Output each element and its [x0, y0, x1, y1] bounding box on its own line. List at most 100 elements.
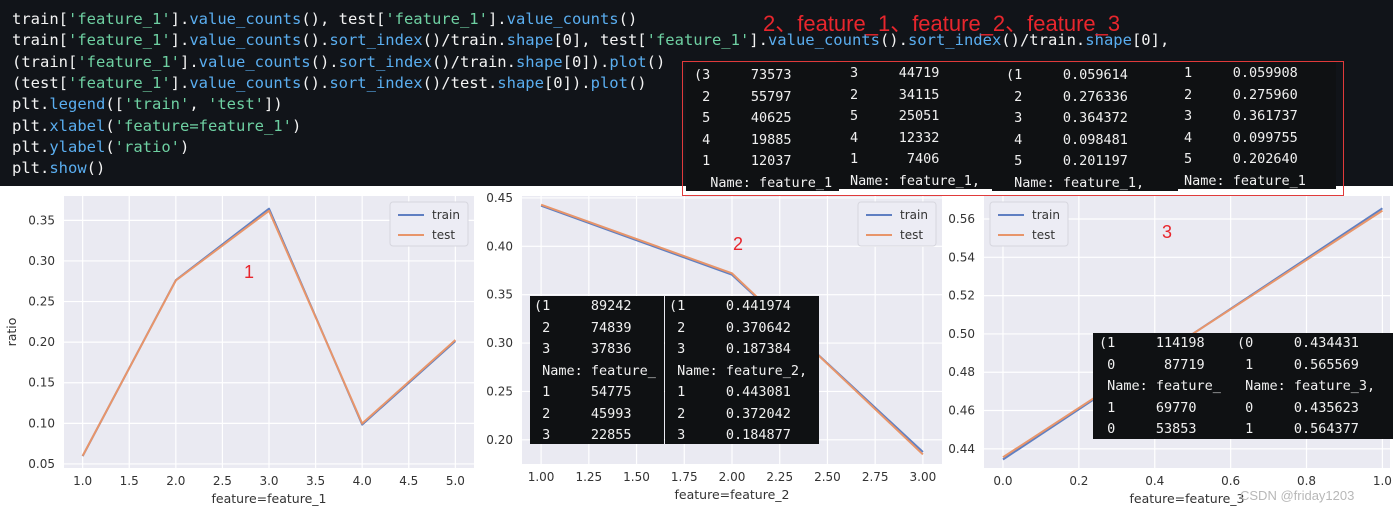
code-token: (): [86, 159, 106, 178]
legend-label: test: [900, 228, 923, 242]
output-line: 5 0.202640: [1184, 151, 1298, 167]
legend-label: test: [432, 228, 455, 242]
code-token: sort_index: [329, 73, 423, 92]
code-token: ): [180, 137, 190, 156]
code-token: value_counts: [189, 31, 302, 50]
code-token: plt.: [12, 116, 50, 135]
code-token: ()/test.: [422, 73, 498, 92]
code-token: train[: [12, 31, 68, 50]
output-f2-counts: (1 89242 2 74839 3 37836 Name: feature_ …: [530, 296, 664, 444]
code-line: plt.ylabel('ratio'): [12, 137, 189, 158]
output-line: Name: feature_: [1099, 378, 1221, 394]
legend-label: test: [1032, 228, 1055, 242]
code-line: plt.xlabel('feature=feature_1'): [12, 116, 301, 137]
code-token: value_counts: [189, 73, 302, 92]
output-line: 3 0.187384: [669, 341, 791, 357]
x-tick-label: 0.2: [1069, 474, 1088, 488]
x-axis-label: feature=feature_3: [1130, 491, 1245, 506]
y-tick-label: 0.30: [486, 336, 513, 350]
y-tick-label: 0.25: [486, 384, 513, 398]
x-tick-label: 2.75: [862, 470, 889, 484]
code-token: 'feature_1': [68, 73, 171, 92]
code-token: [0]).: [543, 73, 591, 92]
y-axis-label: ratio: [4, 318, 19, 347]
code-line: (test['feature_1'].value_counts().sort_i…: [12, 73, 647, 94]
annotation-red-box: [682, 61, 1344, 196]
y-tick-label: 0.05: [28, 457, 55, 471]
code-token: sort_index: [907, 31, 1002, 50]
output-line: Name: feature_1,: [850, 172, 981, 189]
code-token: ].: [749, 31, 768, 50]
output-line: 2 34115: [850, 86, 940, 103]
code-token: 'test': [208, 95, 264, 114]
chart-number-3: 3: [1162, 222, 1173, 242]
code-token: ]): [264, 95, 283, 114]
output-line: Name: feature_2,: [669, 362, 808, 379]
code-token: [0], test[: [553, 31, 647, 50]
code-token: ()/train.: [1001, 31, 1086, 50]
x-tick-label: 0.6: [1221, 474, 1240, 488]
output-line: 2 55797: [694, 88, 792, 105]
x-tick-label: 4.5: [399, 474, 418, 488]
code-token: ()/train.: [422, 31, 507, 50]
code-line: plt.show(): [12, 158, 105, 179]
output-f1-test-ratio: 1 0.059908 2 0.275960 3 0.361737 4 0.099755…: [1170, 61, 1336, 189]
code-token: sort_index: [338, 52, 432, 71]
y-tick-label: 0.30: [28, 254, 55, 268]
code-token: ().: [310, 52, 339, 71]
credit-watermark: CSDN @friday1203: [1240, 488, 1355, 503]
x-tick-label: 2.00: [719, 470, 746, 484]
code-token: ([: [105, 95, 124, 114]
code-token: value_counts: [189, 10, 302, 28]
code-token: ().: [301, 31, 330, 50]
x-tick-label: 4.0: [353, 474, 372, 488]
x-tick-label: 3.00: [910, 470, 937, 484]
code-token: ylabel: [49, 137, 106, 156]
code-token: plt.: [12, 95, 50, 114]
output-line: 4 0.099755: [1184, 129, 1298, 146]
output-line: 0 53853: [1099, 421, 1197, 437]
output-line: 3 37836: [534, 341, 632, 357]
code-token: (: [105, 116, 115, 135]
output-line: 2 45993: [534, 405, 632, 422]
x-tick-label: 1.0: [73, 474, 92, 488]
code-token: 'feature_1': [77, 52, 180, 71]
code-token: 'feature_1': [646, 31, 750, 50]
x-tick-label: 0.0: [993, 474, 1012, 488]
output-line: 5 25051: [850, 108, 940, 124]
code-token: ].: [179, 52, 199, 71]
x-tick-label: 2.50: [814, 470, 841, 484]
output-line: 3 0.184877: [669, 427, 791, 443]
x-tick-label: 3.5: [306, 474, 325, 488]
x-tick-label: 3.0: [259, 474, 278, 488]
code-token: ,: [189, 95, 208, 114]
legend-label: train: [900, 208, 928, 222]
output-line: 4 0.098481: [1006, 131, 1128, 148]
output-line: 5 0.201197: [1006, 153, 1128, 169]
code-token: shape: [506, 31, 554, 50]
code-token: (): [646, 52, 666, 71]
output-line: (0 0.434431: [1237, 335, 1359, 351]
x-tick-label: 1.0: [1373, 474, 1392, 488]
output-line: 3 22855: [534, 427, 632, 443]
annotation-title: 2、feature_1、feature_2、feature_3: [763, 11, 1121, 36]
code-line: train['feature_1'].value_counts(), test[…: [12, 9, 637, 30]
code-line: (train['feature_1'].value_counts().sort_…: [12, 52, 665, 73]
output-line: 1 7406: [850, 151, 940, 167]
output-line: 5 40625: [694, 110, 792, 126]
code-token: shape: [1085, 31, 1132, 50]
output-f2-ratio: (1 0.441974 2 0.370642 3 0.187384 Name: …: [665, 296, 819, 444]
chart-number-1: 1: [244, 262, 255, 282]
x-tick-label: 1.25: [575, 470, 602, 484]
output-f3-ratio: (0 0.434431 1 0.565569 Name: feature_3, …: [1233, 333, 1393, 439]
output-line: 4 12332: [850, 129, 940, 146]
output-line: 1 0.059908: [1184, 65, 1298, 81]
output-f1-test-counts: 3 44719 2 34115 5 25051 4 12332 1 7406 Name: …: [836, 61, 998, 189]
y-tick-label: 0.46: [948, 404, 975, 418]
code-token: (), test[: [301, 10, 386, 28]
code-token: plt.: [12, 159, 50, 178]
output-line: 1 69770: [1099, 399, 1197, 416]
code-token: plot: [590, 73, 628, 92]
code-token: sort_index: [329, 31, 423, 50]
output-line: (1 114198: [1099, 335, 1205, 351]
